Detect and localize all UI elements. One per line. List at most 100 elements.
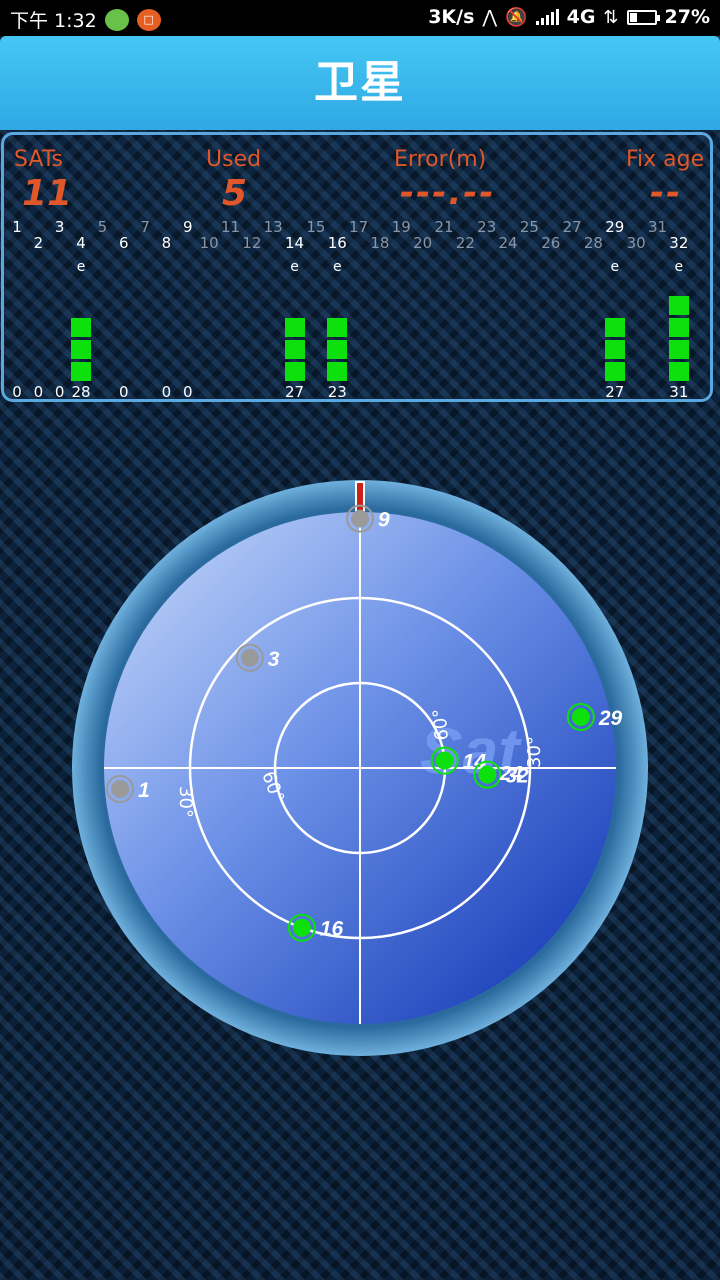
battery-level: 27%	[664, 6, 710, 28]
snr-value-2: 0	[33, 383, 44, 401]
prn-label-4: 4	[76, 234, 86, 252]
snr-value-9: 0	[183, 383, 193, 401]
prn-label-25: 25	[519, 218, 539, 236]
satellite-marker-16	[292, 918, 311, 937]
snr-value-32: 31	[669, 383, 689, 401]
error-value: ---.--	[400, 173, 496, 213]
snr-value-6: 0	[118, 383, 129, 401]
satellite-marker-29	[571, 708, 590, 727]
prn-label-2: 2	[33, 234, 44, 252]
prn-label-18: 18	[370, 234, 390, 252]
satellite-stats-panel: SATs 11 Used 5 Error(m) ---.-- Fix age -…	[1, 132, 713, 402]
signal-bar-segment	[71, 362, 92, 381]
satellite-label-16: 16	[320, 918, 344, 941]
snr-value-3: 0	[54, 383, 65, 401]
satellite-ring-3	[235, 643, 264, 672]
satellite-ring-9	[346, 504, 374, 533]
prn-label-32: 32	[669, 234, 689, 252]
signal-bar-4	[71, 315, 92, 381]
signal-bar-14	[284, 315, 305, 381]
satellite-ring-16	[287, 913, 316, 942]
page-title: 卫星	[314, 57, 406, 108]
prn-label-6: 6	[118, 234, 129, 252]
signal-bar-segment	[668, 340, 689, 359]
signal-bar-segment	[71, 340, 92, 359]
prn-label-29: 29	[605, 218, 625, 236]
prn-label-1: 1	[12, 218, 22, 236]
satellite-label-3: 3	[268, 648, 280, 671]
signal-bar-segment	[604, 340, 625, 359]
prn-label-16: 16	[327, 234, 347, 252]
battery-icon	[626, 9, 660, 25]
satellite-markers: 1 3 9 14 16 29 32	[106, 504, 623, 942]
signal-bar-chart: 1 3 5 7 9 11 13 15 17 19 21 23 25 27 29 31 2 4 6 8 10 12 14 16 1…	[4, 135, 716, 405]
app-icon: □	[136, 8, 161, 31]
ephemeris-flag-32: e	[674, 259, 684, 275]
fix-age-value: --	[650, 173, 683, 213]
ephemeris-flag-29: e	[610, 259, 620, 275]
ephemeris-flag-16: e	[332, 259, 342, 275]
sats-label: SATs	[14, 147, 63, 172]
signal-bar-segment	[604, 362, 625, 381]
signal-bar-segment	[284, 340, 305, 359]
prn-label-13: 13	[263, 218, 283, 236]
satellite-marker-14	[435, 751, 454, 770]
prn-label-26: 26	[541, 234, 561, 252]
satellite-label-29: 29	[598, 707, 623, 730]
satellite-ring-32	[473, 760, 502, 789]
prn-label-28: 28	[583, 234, 603, 252]
satellite-label-32: 32	[505, 765, 529, 788]
snr-value-4: 28	[71, 383, 91, 401]
prn-label-17: 17	[349, 218, 369, 236]
signal-bar-32	[668, 293, 689, 381]
prn-label-10: 10	[199, 234, 219, 252]
prn-label-27: 27	[562, 218, 582, 236]
mute-icon: 🔕	[505, 6, 528, 28]
satellite-label-9: 9	[378, 509, 390, 532]
satellite-marker-1	[111, 779, 130, 798]
prn-label-31: 31	[647, 218, 668, 236]
sats-value: 11	[22, 173, 73, 214]
prn-label-15: 15	[306, 218, 326, 236]
prn-label-19: 19	[391, 218, 411, 236]
satellite-ring-14	[430, 746, 459, 775]
used-value: 5	[222, 173, 248, 214]
prn-label-20: 20	[413, 234, 433, 252]
prn-label-12: 12	[242, 234, 262, 252]
signal-bar-segment	[327, 340, 348, 359]
signal-bar-segment	[668, 362, 689, 381]
satellite-label-1: 1	[138, 779, 150, 802]
status-bar: 下午 1:32 □ 3K/s ⋀ 🔕 4G ⇅ 27%	[0, 0, 720, 36]
satellite-marker-32	[478, 765, 497, 784]
prn-label-11: 11	[220, 218, 241, 236]
prn-label-30: 30	[626, 234, 646, 252]
prn-label-8: 8	[161, 234, 172, 252]
prn-label-22: 22	[455, 234, 475, 252]
signal-bar-segment	[284, 362, 305, 381]
prn-label-23: 23	[477, 218, 497, 236]
elevation-label-inner-right: 60°	[429, 708, 453, 742]
prn-label-24: 24	[498, 234, 518, 252]
snr-value-8: 0	[161, 383, 172, 401]
signal-bar-29	[604, 315, 625, 381]
elevation-label-outer-left: 30°	[175, 786, 196, 818]
satellite-marker-9	[351, 509, 369, 528]
prn-label-3: 3	[54, 218, 65, 236]
elevation-ring-30	[188, 596, 532, 940]
prn-label-21: 21	[434, 218, 454, 236]
network-type: 4G	[566, 6, 596, 28]
signal-bar-segment	[71, 318, 92, 337]
prn-label-7: 7	[140, 218, 150, 236]
ephemeris-flag-14: e	[290, 259, 299, 275]
signal-bar-segment	[327, 318, 348, 337]
north-marker	[355, 481, 365, 515]
signal-bar-segment	[668, 318, 689, 337]
elevation-label-outer-right: 30°	[524, 736, 545, 768]
location-icon: ⋀	[482, 6, 498, 28]
signal-bar-segment	[668, 296, 689, 315]
status-time: 下午 1:32	[10, 10, 97, 32]
error-label: Error(m)	[394, 147, 487, 172]
used-label: Used	[206, 147, 262, 172]
signal-bar-segment	[327, 362, 348, 381]
